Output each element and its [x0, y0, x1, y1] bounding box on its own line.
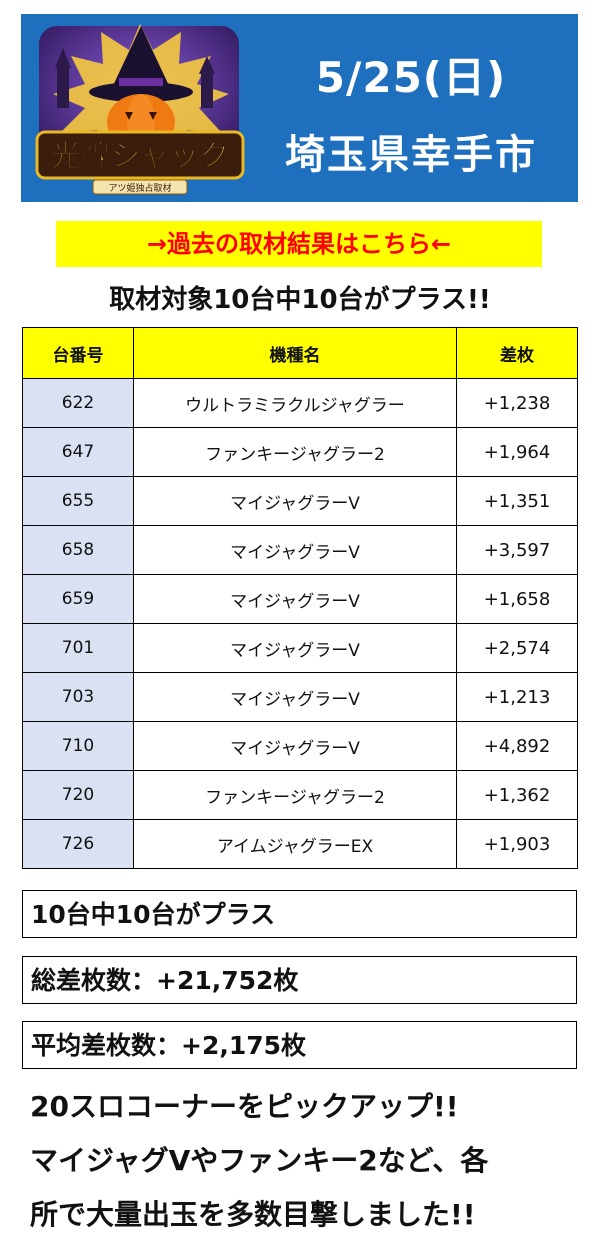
machine-number-cell: 710: [22, 721, 134, 771]
model-name-cell: マイジャグラーV: [133, 574, 457, 624]
table-row: 720 ファンキージャグラー2 +1,362: [22, 770, 578, 820]
past-results-link[interactable]: →過去の取材結果はこちら←: [56, 221, 542, 267]
difference-cell: +1,658: [456, 574, 578, 624]
column-header-machine-number: 台番号: [22, 327, 134, 379]
table-row: 659 マイジャグラーV +1,658: [22, 574, 578, 624]
summary-total-difference: 総差枚数：+21,752枚: [22, 956, 577, 1004]
difference-cell: +1,213: [456, 672, 578, 722]
difference-cell: +1,964: [456, 427, 578, 477]
machine-number-cell: 655: [22, 476, 134, 526]
summary-average-difference: 平均差枚数：+2,175枚: [22, 1021, 577, 1069]
model-name-cell: アイムジャグラーEX: [133, 819, 457, 869]
model-name-cell: マイジャグラーV: [133, 672, 457, 722]
table-row: 647 ファンキージャグラー2 +1,964: [22, 427, 578, 477]
table-row: 701 マイジャグラーV +2,574: [22, 623, 578, 673]
comment-text: 20スロコーナーをピックアップ!! マイジャグVやファンキー2など、各 所で大量…: [30, 1080, 590, 1242]
table-row: 655 マイジャグラーV +1,351: [22, 476, 578, 526]
machine-number-cell: 701: [22, 623, 134, 673]
difference-cell: +1,362: [456, 770, 578, 820]
comment-line: マイジャグVやファンキー2など、各: [30, 1144, 489, 1177]
difference-cell: +2,574: [456, 623, 578, 673]
difference-cell: +4,892: [456, 721, 578, 771]
machine-number-cell: 726: [22, 819, 134, 869]
machine-number-cell: 622: [22, 378, 134, 428]
table-row: 703 マイジャグラーV +1,213: [22, 672, 578, 722]
table-row: 726 アイムジャグラーEX +1,903: [22, 819, 578, 869]
difference-cell: +3,597: [456, 525, 578, 575]
comment-line: 20スロコーナーをピックアップ!!: [30, 1090, 459, 1123]
column-header-difference: 差枚: [456, 327, 578, 379]
header-banner: 光線ジャック アツ姫独占取材 5/25(日) 埼玉県幸手市: [21, 14, 578, 202]
model-name-cell: マイジャグラーV: [133, 525, 457, 575]
headline: 取材対象10台中10台がプラス!!: [109, 285, 491, 315]
table-row: 658 マイジャグラーV +3,597: [22, 525, 578, 575]
machine-number-cell: 659: [22, 574, 134, 624]
summary-plus-count: 10台中10台がプラス: [22, 890, 577, 938]
table-row: 710 マイジャグラーV +4,892: [22, 721, 578, 771]
event-location: 埼玉県幸手市: [285, 132, 537, 178]
logo-subtext: アツ姫独占取材: [108, 182, 171, 194]
comment-line: 所で大量出玉を多数目撃しました!!: [30, 1198, 476, 1231]
model-name-cell: ウルトラミラクルジャグラー: [133, 378, 457, 428]
table-row: 622 ウルトラミラクルジャグラー +1,238: [22, 378, 578, 428]
model-name-cell: ファンキージャグラー2: [133, 770, 457, 820]
difference-cell: +1,238: [456, 378, 578, 428]
model-name-cell: マイジャグラーV: [133, 623, 457, 673]
model-name-cell: マイジャグラーV: [133, 476, 457, 526]
logo-title-text: 光線ジャック: [51, 139, 230, 174]
difference-cell: +1,903: [456, 819, 578, 869]
machine-number-cell: 703: [22, 672, 134, 722]
jack-logo: 光線ジャック アツ姫独占取材: [35, 24, 245, 195]
difference-cell: +1,351: [456, 476, 578, 526]
event-date: 5/25(日): [315, 53, 507, 102]
column-header-model-name: 機種名: [133, 327, 457, 379]
model-name-cell: ファンキージャグラー2: [133, 427, 457, 477]
machine-number-cell: 720: [22, 770, 134, 820]
model-name-cell: マイジャグラーV: [133, 721, 457, 771]
machine-number-cell: 647: [22, 427, 134, 477]
results-table: 台番号 機種名 差枚 622 ウルトラミラクルジャグラー +1,238 647 …: [22, 327, 578, 869]
table-header-row: 台番号 機種名 差枚: [22, 327, 578, 379]
machine-number-cell: 658: [22, 525, 134, 575]
